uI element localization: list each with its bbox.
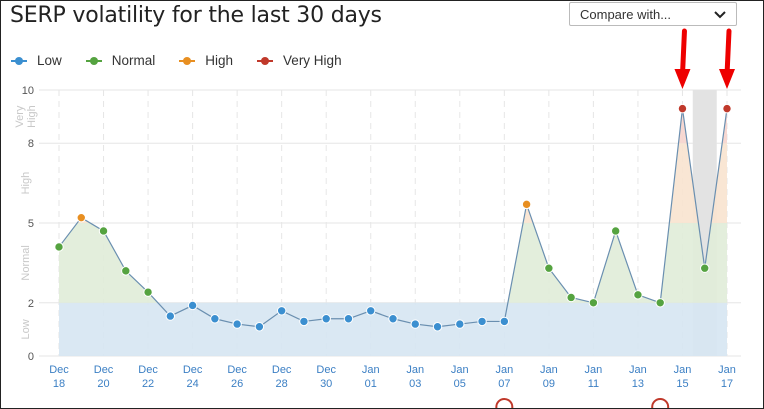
data-point[interactable] xyxy=(410,319,420,329)
y-tick-label: 2 xyxy=(28,298,34,310)
legend-swatch-very-high xyxy=(257,56,274,65)
data-point[interactable] xyxy=(521,199,532,210)
data-point[interactable] xyxy=(544,263,554,273)
band-label: Normal xyxy=(20,245,32,280)
y-tick-label: 8 xyxy=(28,138,34,150)
legend-label-very-high: Very High xyxy=(283,53,342,68)
data-point[interactable] xyxy=(343,314,354,324)
band-label: VeryHigh xyxy=(14,105,38,128)
band-label: Low xyxy=(20,319,32,339)
data-point[interactable] xyxy=(455,319,465,329)
x-tick-label: Dec 24 xyxy=(183,364,203,390)
low-band-fill xyxy=(59,302,727,356)
x-tick-label: Jan 17 xyxy=(718,364,736,390)
x-tick-label: Dec 30 xyxy=(316,364,336,390)
data-point[interactable] xyxy=(276,306,287,316)
data-point[interactable] xyxy=(366,306,376,316)
data-point[interactable] xyxy=(143,287,153,297)
data-point[interactable] xyxy=(722,103,732,114)
annotation-arrow-icon xyxy=(674,28,691,89)
y-tick-label: 0 xyxy=(28,351,34,363)
data-point[interactable] xyxy=(677,103,688,114)
legend-item-high[interactable]: High xyxy=(179,53,233,68)
legend-item-very-high[interactable]: Very High xyxy=(257,53,342,68)
high-band-fill xyxy=(59,143,727,223)
chevron-down-icon xyxy=(714,7,726,22)
legend-label-high: High xyxy=(205,53,234,68)
x-tick-label: Jan 15 xyxy=(674,364,692,390)
y-tick-label: 5 xyxy=(28,218,34,230)
data-point[interactable] xyxy=(210,314,220,324)
data-point[interactable] xyxy=(588,298,599,308)
very-high-band-fill xyxy=(59,108,727,144)
x-tick-label: Jan 11 xyxy=(585,364,603,390)
x-tick-label: Jan 07 xyxy=(495,364,513,390)
band-label: High xyxy=(20,172,32,195)
x-tick-label: Dec 28 xyxy=(272,364,292,390)
data-point[interactable] xyxy=(477,316,487,327)
data-point[interactable] xyxy=(232,319,242,329)
google-update-marker-icon[interactable] xyxy=(495,398,514,408)
data-point[interactable] xyxy=(633,290,643,300)
x-tick-label: Dec 18 xyxy=(49,364,69,390)
data-point[interactable] xyxy=(121,266,131,276)
data-point[interactable] xyxy=(98,226,109,236)
data-point[interactable] xyxy=(254,322,265,332)
data-point[interactable] xyxy=(165,311,176,321)
data-point[interactable] xyxy=(76,212,86,223)
data-point[interactable] xyxy=(187,300,198,311)
data-point[interactable] xyxy=(299,316,309,327)
x-tick-label: Jan 03 xyxy=(406,364,424,390)
legend-swatch-high xyxy=(179,56,196,65)
data-point[interactable] xyxy=(655,298,665,308)
data-point[interactable] xyxy=(700,263,710,273)
x-tick-label: Dec 22 xyxy=(138,364,158,390)
x-tick-label: Jan 13 xyxy=(629,364,647,390)
x-tick-label: Jan 01 xyxy=(362,364,380,390)
compare-with-dropdown[interactable]: Compare with... xyxy=(569,2,737,26)
legend-item-normal[interactable]: Normal xyxy=(85,53,156,68)
legend-label-normal: Normal xyxy=(111,53,156,68)
data-point[interactable] xyxy=(388,314,398,324)
legend-swatch-normal xyxy=(85,56,102,65)
annotation-arrow-icon xyxy=(719,28,735,89)
legend-item-low[interactable]: Low xyxy=(11,53,62,68)
data-point[interactable] xyxy=(499,316,510,327)
legend-label-low: Low xyxy=(37,53,62,68)
data-point[interactable] xyxy=(566,292,576,303)
data-point[interactable] xyxy=(432,322,443,332)
y-tick-label: 10 xyxy=(22,85,34,97)
x-tick-label: Dec 20 xyxy=(94,364,114,390)
x-tick-label: Jan 05 xyxy=(451,364,469,390)
google-update-marker-icon[interactable] xyxy=(651,398,670,408)
legend-swatch-low xyxy=(11,56,27,65)
x-tick-label: Dec 26 xyxy=(227,364,247,390)
chart-title: SERP volatility for the last 30 days xyxy=(10,3,382,28)
data-point[interactable] xyxy=(321,314,331,324)
x-tick-label: Jan 09 xyxy=(540,364,558,390)
chart-legend: Low Normal High Very High xyxy=(11,53,366,68)
data-point[interactable] xyxy=(610,226,621,236)
data-point[interactable] xyxy=(54,242,64,252)
compare-label: Compare with... xyxy=(580,6,672,22)
